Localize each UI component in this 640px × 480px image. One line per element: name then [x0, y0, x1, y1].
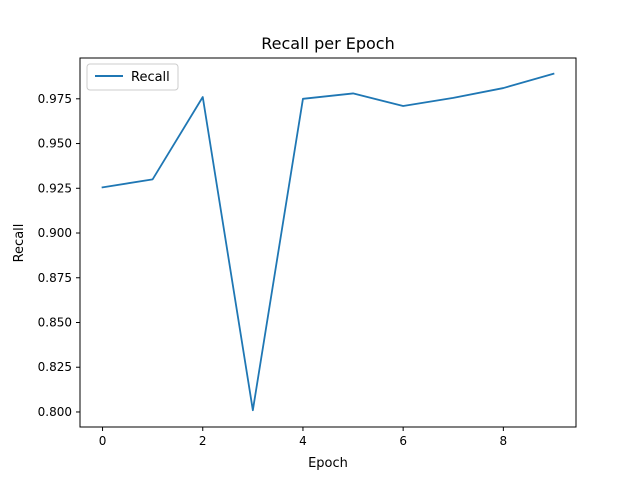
series-layer: [101, 72, 555, 412]
x-tick-label: 4: [299, 434, 307, 448]
y-tick-label: 0.800: [38, 405, 72, 419]
y-axis-ticks: 0.800 0.825 0.850 0.875 0.900 0.925 0.950 0.975: [38, 92, 80, 419]
x-tick-label: 8: [500, 434, 508, 448]
legend-box: [86, 63, 179, 91]
y-tick-label: 0.900: [38, 226, 72, 240]
x-tick-label: 6: [399, 434, 407, 448]
x-tick-label: 2: [199, 434, 207, 448]
x-axis-label: Epoch: [308, 456, 348, 471]
y-tick-label: 0.950: [38, 137, 72, 151]
x-axis-ticks: 0 2 4 6 8: [99, 427, 507, 448]
legend: Recall: [86, 63, 179, 91]
series-line-recall: [101, 72, 555, 412]
legend-label-recall: Recall: [131, 70, 170, 85]
y-tick-label: 0.925: [38, 181, 72, 195]
plot-area: 0 2 4 6 8 0.800 0.825 0.850 0.875 0.900 0.925 0.95…: [38, 57, 577, 448]
y-axis-label: Recall: [12, 224, 27, 263]
y-tick-label: 0.875: [38, 271, 72, 285]
plot-frame: [79, 57, 577, 428]
y-tick-label: 0.975: [38, 92, 72, 106]
chart-title: Recall per Epoch: [261, 34, 394, 53]
y-tick-label: 0.850: [38, 315, 72, 329]
x-tick-label: 0: [99, 434, 107, 448]
y-tick-label: 0.825: [38, 360, 72, 374]
